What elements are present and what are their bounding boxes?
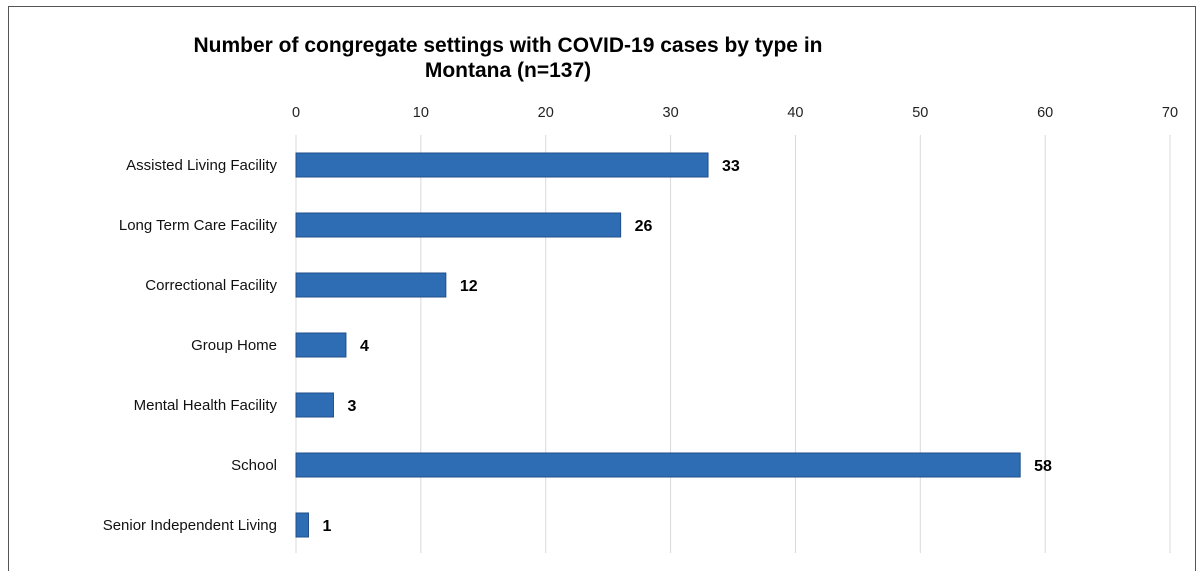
x-tick-label: 40 <box>787 105 803 121</box>
category-label: Senior Independent Living <box>103 517 277 534</box>
bar <box>295 212 622 238</box>
category-label: Long Term Care Facility <box>119 217 278 234</box>
category-label: Group Home <box>191 337 277 354</box>
chart-title-line-2: Montana (n=137) <box>424 59 592 82</box>
bar <box>295 512 309 538</box>
x-tick-label: 10 <box>413 105 429 121</box>
data-label: 12 <box>460 278 478 295</box>
data-label: 26 <box>635 218 653 235</box>
x-tick-label: 30 <box>663 105 679 121</box>
x-tick-label: 70 <box>1162 105 1178 121</box>
bar <box>295 152 709 178</box>
chart-frame <box>8 6 1196 571</box>
chart-title-line-1: Number of congregate settings with COVID… <box>193 34 823 57</box>
data-label: 3 <box>347 398 356 415</box>
data-label: 33 <box>722 158 740 175</box>
category-label: Mental Health Facility <box>134 397 278 414</box>
x-tick-label: 60 <box>1037 105 1053 121</box>
x-tick-label: 20 <box>538 105 554 121</box>
bar <box>295 392 334 418</box>
x-tick-label: 50 <box>912 105 928 121</box>
x-tick-label: 0 <box>292 105 300 121</box>
bar <box>295 272 447 298</box>
category-label: School <box>231 457 277 474</box>
bar <box>295 452 1021 478</box>
data-label: 58 <box>1034 458 1052 475</box>
data-label: 1 <box>322 518 331 535</box>
category-label: Assisted Living Facility <box>126 157 277 174</box>
chart-title: Number of congregate settings with COVID… <box>8 33 1008 83</box>
category-label: Correctional Facility <box>145 277 277 294</box>
bar <box>295 332 347 358</box>
data-label: 4 <box>360 338 369 355</box>
